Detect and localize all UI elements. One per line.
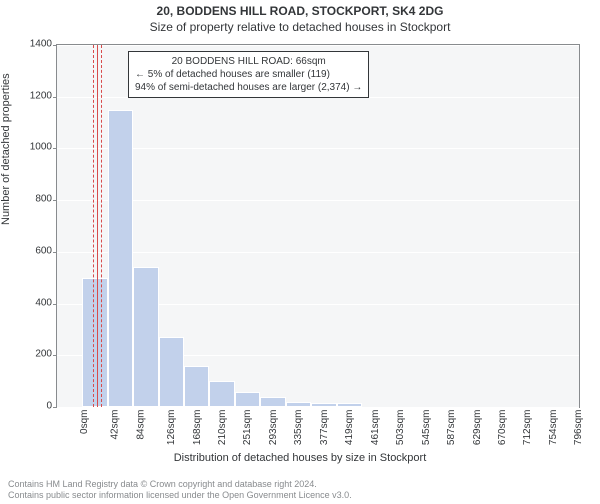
histogram-bar <box>82 278 107 407</box>
histogram-bar <box>235 392 260 408</box>
histogram-bar <box>108 110 133 407</box>
y-tick-label: 1000 <box>12 142 52 153</box>
histogram-bar <box>260 397 285 407</box>
y-tick-label: 800 <box>12 194 52 205</box>
x-tick-label: 210sqm <box>218 410 229 446</box>
x-tick-label: 377sqm <box>319 410 330 446</box>
x-tick-label: 84sqm <box>136 410 147 440</box>
x-tick-label: 0sqm <box>79 410 90 434</box>
x-tick-label: 42sqm <box>110 410 121 440</box>
page-title: 20, BODDENS HILL ROAD, STOCKPORT, SK4 2D… <box>0 4 600 18</box>
x-tick-label: 754sqm <box>548 410 559 446</box>
reference-line <box>97 45 98 407</box>
histogram-bar <box>286 402 311 407</box>
footer-line-1: Contains HM Land Registry data © Crown c… <box>8 479 352 490</box>
gridline <box>57 45 579 46</box>
y-tick-label: 1400 <box>12 39 52 50</box>
histogram-chart: 20 BODDENS HILL ROAD: 66sqm← 5% of detac… <box>56 44 580 408</box>
y-axis-label: Number of detached properties <box>0 73 12 225</box>
x-tick-label: 126sqm <box>167 410 178 446</box>
histogram-bar <box>337 403 362 407</box>
x-tick-label: 796sqm <box>573 410 584 446</box>
x-tick-label: 503sqm <box>395 410 406 446</box>
x-tick-label: 587sqm <box>446 410 457 446</box>
histogram-bar <box>311 403 336 407</box>
annotation-line: 20 BODDENS HILL ROAD: 66sqm <box>135 55 362 68</box>
page-subtitle: Size of property relative to detached ho… <box>0 20 600 34</box>
y-tick-label: 200 <box>12 349 52 360</box>
x-tick-label: 670sqm <box>497 410 508 446</box>
histogram-bar <box>159 337 184 407</box>
annotation-line: 94% of semi-detached houses are larger (… <box>135 81 362 94</box>
attribution-footer: Contains HM Land Registry data © Crown c… <box>8 479 352 501</box>
annotation-line: ← 5% of detached houses are smaller (119… <box>135 68 362 81</box>
x-tick-label: 335sqm <box>293 410 304 446</box>
gridline <box>57 148 579 149</box>
x-tick-label: 293sqm <box>268 410 279 446</box>
x-tick-label: 629sqm <box>472 410 483 446</box>
y-tick-label: 600 <box>12 245 52 256</box>
x-tick-label: 168sqm <box>192 410 203 446</box>
x-tick-label: 251sqm <box>242 410 253 446</box>
histogram-bar <box>209 381 234 407</box>
y-tick-label: 0 <box>12 401 52 412</box>
gridline <box>57 407 579 408</box>
x-tick-label: 419sqm <box>344 410 355 446</box>
x-tick-label: 712sqm <box>522 410 533 446</box>
x-tick-label: 461sqm <box>370 410 381 446</box>
reference-line <box>93 45 94 407</box>
reference-line <box>101 45 102 407</box>
x-tick-label: 545sqm <box>421 410 432 446</box>
footer-line-2: Contains public sector information licen… <box>8 490 352 501</box>
histogram-bar <box>133 267 158 407</box>
histogram-bar <box>184 366 209 407</box>
gridline <box>57 252 579 253</box>
x-axis-label: Distribution of detached houses by size … <box>0 452 600 464</box>
y-tick-label: 1200 <box>12 90 52 101</box>
y-tick-label: 400 <box>12 297 52 308</box>
gridline <box>57 200 579 201</box>
annotation-box: 20 BODDENS HILL ROAD: 66sqm← 5% of detac… <box>128 51 369 98</box>
